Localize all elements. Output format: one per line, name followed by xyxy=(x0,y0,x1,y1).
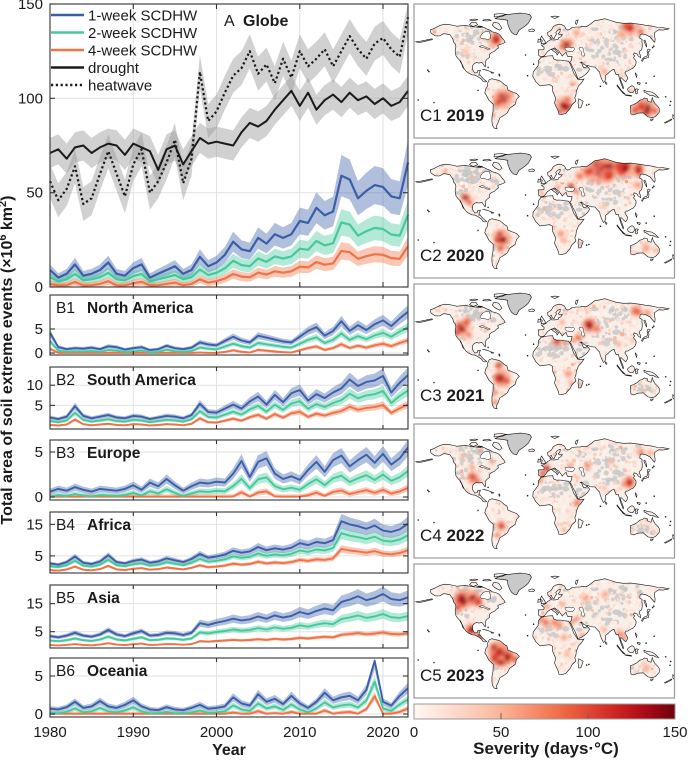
svg-text:100: 100 xyxy=(575,724,600,741)
svg-text:drought: drought xyxy=(88,60,140,77)
svg-text:Asia: Asia xyxy=(87,590,120,607)
svg-text:2000: 2000 xyxy=(200,724,233,741)
svg-text:2-week SCDHW: 2-week SCDHW xyxy=(88,25,198,42)
svg-text:1980: 1980 xyxy=(33,724,66,741)
svg-text:B2: B2 xyxy=(56,372,75,389)
svg-text:4-week SCDHW: 4-week SCDHW xyxy=(88,43,198,60)
svg-text:Africa: Africa xyxy=(87,517,131,534)
svg-text:0: 0 xyxy=(410,724,418,741)
svg-text:B5: B5 xyxy=(56,590,75,607)
svg-text:B3: B3 xyxy=(56,445,75,462)
svg-text:Severity (days·°C): Severity (days·°C) xyxy=(473,739,619,758)
svg-text:1-week SCDHW: 1-week SCDHW xyxy=(88,8,198,25)
svg-text:North America: North America xyxy=(87,300,194,317)
svg-text:100: 100 xyxy=(18,90,43,107)
svg-text:0: 0 xyxy=(35,279,43,296)
svg-text:5: 5 xyxy=(35,397,43,414)
svg-text:B6: B6 xyxy=(56,663,75,680)
svg-text:50: 50 xyxy=(26,185,43,202)
svg-text:0: 0 xyxy=(35,706,43,723)
svg-text:2010: 2010 xyxy=(283,724,316,741)
svg-text:A: A xyxy=(224,13,235,30)
svg-text:15: 15 xyxy=(26,596,43,613)
svg-text:South America: South America xyxy=(87,372,196,389)
svg-text:5: 5 xyxy=(35,624,43,641)
svg-text:B1: B1 xyxy=(56,300,75,317)
svg-text:5: 5 xyxy=(35,321,43,338)
svg-text:Total area of soil extreme eve: Total area of soil extreme events (×106 … xyxy=(0,196,16,525)
svg-text:C5 2023: C5 2023 xyxy=(420,666,484,685)
svg-text:heatwave: heatwave xyxy=(88,78,152,95)
svg-text:C1 2019: C1 2019 xyxy=(420,106,484,125)
svg-text:5: 5 xyxy=(35,668,43,685)
svg-text:0: 0 xyxy=(35,345,43,362)
svg-text:150: 150 xyxy=(18,0,43,13)
svg-text:5: 5 xyxy=(35,444,43,461)
svg-text:Year: Year xyxy=(212,742,246,759)
svg-text:C2 2020: C2 2020 xyxy=(420,246,484,265)
svg-text:C4 2022: C4 2022 xyxy=(420,526,484,545)
svg-text:0: 0 xyxy=(35,489,43,506)
svg-text:50: 50 xyxy=(493,724,510,741)
svg-text:10: 10 xyxy=(26,377,43,394)
svg-text:B4: B4 xyxy=(56,517,75,534)
svg-text:2020: 2020 xyxy=(366,724,399,741)
svg-text:Europe: Europe xyxy=(87,445,141,462)
svg-text:Oceania: Oceania xyxy=(87,663,148,680)
svg-text:5: 5 xyxy=(35,548,43,565)
svg-text:15: 15 xyxy=(26,516,43,533)
svg-text:Globe: Globe xyxy=(243,13,288,30)
svg-text:C3 2021: C3 2021 xyxy=(420,386,484,405)
svg-text:1990: 1990 xyxy=(117,724,150,741)
svg-text:150: 150 xyxy=(662,724,687,741)
